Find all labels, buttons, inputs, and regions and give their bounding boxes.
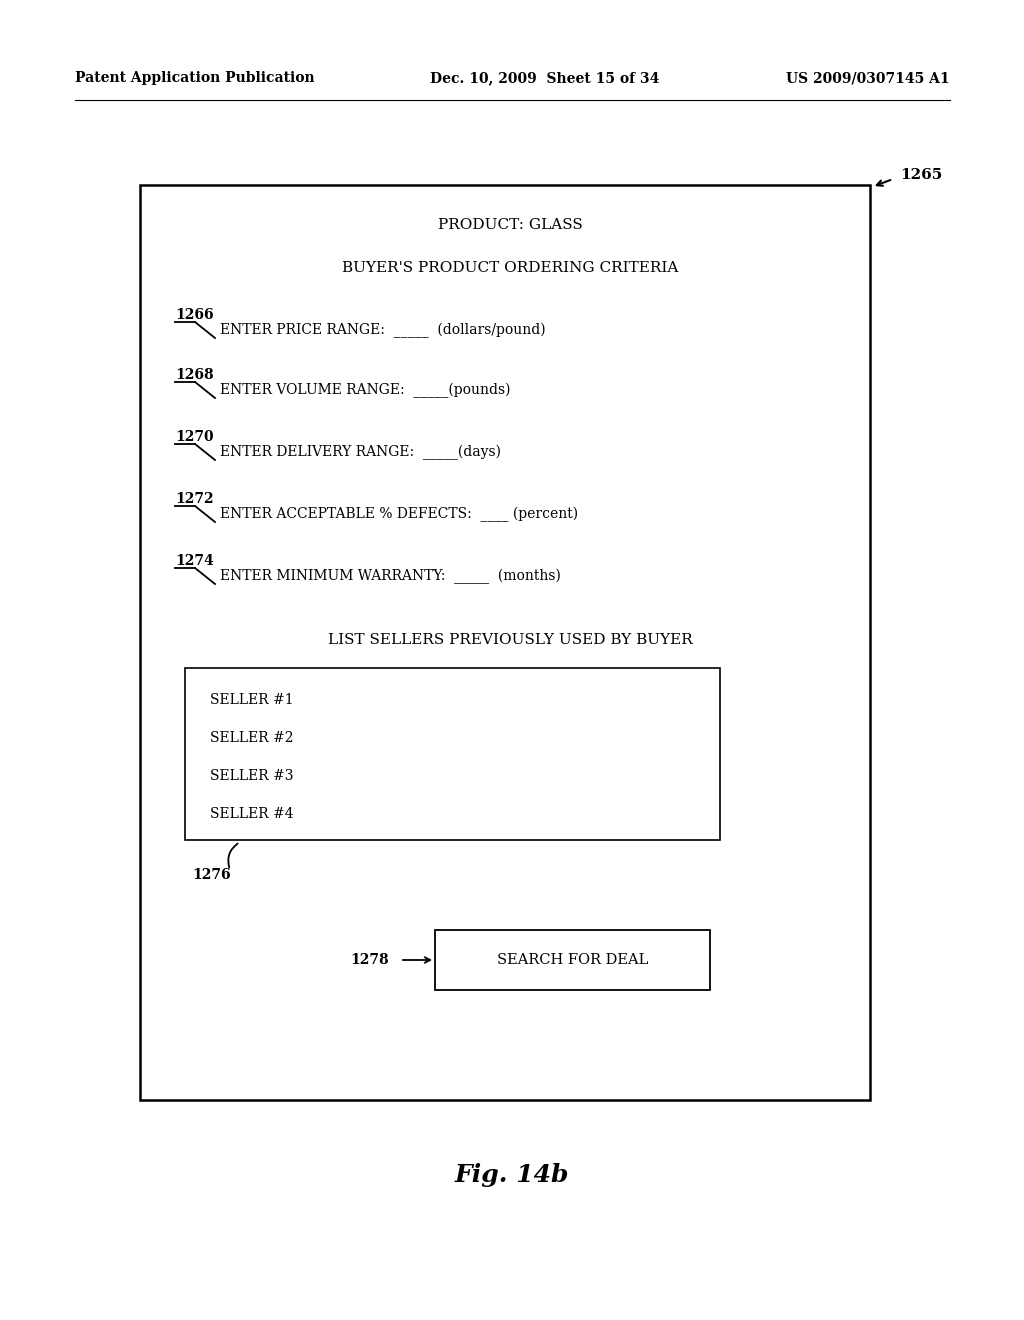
Text: 1278: 1278 [350,953,389,968]
Text: ENTER VOLUME RANGE:  _____(pounds): ENTER VOLUME RANGE: _____(pounds) [220,383,511,397]
Text: PRODUCT: GLASS: PRODUCT: GLASS [437,218,583,232]
Text: SELLER #4: SELLER #4 [210,807,294,821]
Text: SEARCH FOR DEAL: SEARCH FOR DEAL [497,953,648,968]
Text: ENTER PRICE RANGE:  _____  (dollars/pound): ENTER PRICE RANGE: _____ (dollars/pound) [220,322,546,338]
Text: 1270: 1270 [175,430,214,444]
Text: ENTER MINIMUM WARRANTY:  _____  (months): ENTER MINIMUM WARRANTY: _____ (months) [220,569,561,583]
Text: BUYER'S PRODUCT ORDERING CRITERIA: BUYER'S PRODUCT ORDERING CRITERIA [342,261,678,275]
Text: 1274: 1274 [175,554,214,568]
Text: Patent Application Publication: Patent Application Publication [75,71,314,84]
Text: ENTER ACCEPTABLE % DEFECTS:  ____ (percent): ENTER ACCEPTABLE % DEFECTS: ____ (percen… [220,507,579,521]
Text: ENTER DELIVERY RANGE:  _____(days): ENTER DELIVERY RANGE: _____(days) [220,445,501,459]
Text: US 2009/0307145 A1: US 2009/0307145 A1 [786,71,950,84]
Text: 1265: 1265 [900,168,942,182]
Text: SELLER #1: SELLER #1 [210,693,294,708]
Text: Dec. 10, 2009  Sheet 15 of 34: Dec. 10, 2009 Sheet 15 of 34 [430,71,659,84]
Text: Fig. 14b: Fig. 14b [455,1163,569,1187]
Bar [185,668,720,840]
Text: 1268: 1268 [175,368,214,381]
Text: 1266: 1266 [175,308,214,322]
Text: LIST SELLERS PREVIOUSLY USED BY BUYER: LIST SELLERS PREVIOUSLY USED BY BUYER [328,634,692,647]
Bar [435,931,710,990]
Text: 1276: 1276 [193,869,230,882]
Bar [140,185,870,1100]
Text: 1272: 1272 [175,492,214,506]
Text: SELLER #3: SELLER #3 [210,770,294,783]
Text: SELLER #2: SELLER #2 [210,731,294,744]
